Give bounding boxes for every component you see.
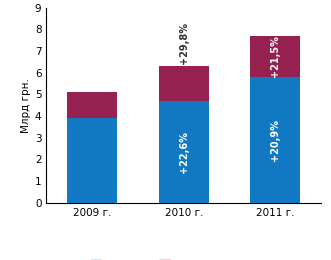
- Bar: [67, 118, 117, 203]
- Bar: [67, 92, 117, 118]
- Text: +22,6%: +22,6%: [179, 131, 189, 173]
- Text: +21,5%: +21,5%: [270, 36, 280, 77]
- Text: +20,9%: +20,9%: [270, 119, 280, 161]
- Bar: [250, 77, 301, 203]
- Bar: [159, 66, 209, 101]
- Bar: [250, 36, 301, 77]
- Y-axis label: Млрд грн.: Млрд грн.: [21, 78, 31, 133]
- Legend: Импорт, Внутренний рынок*: Импорт, Внутренний рынок*: [89, 257, 290, 260]
- Text: +29,8%: +29,8%: [179, 22, 189, 64]
- Bar: [159, 101, 209, 203]
